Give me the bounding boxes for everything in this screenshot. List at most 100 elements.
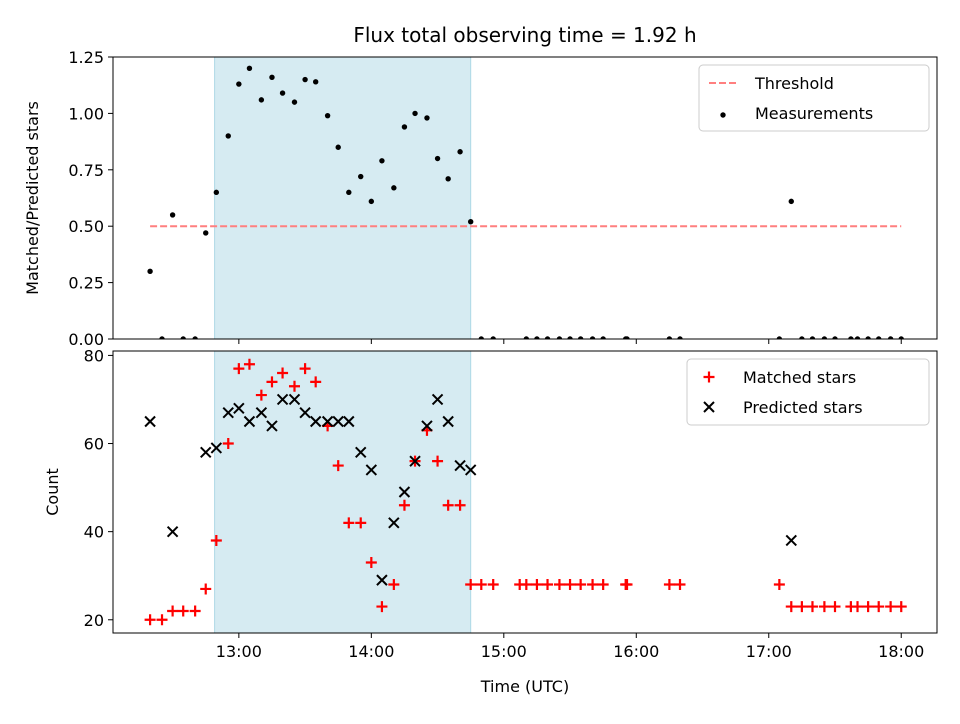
predicted-stars-point	[785, 534, 797, 547]
predicted-stars-point	[210, 442, 223, 454]
predicted-stars-point	[144, 415, 156, 428]
measurements-point	[848, 336, 854, 339]
matched-stars-point	[243, 358, 255, 370]
y-tick-label: 80	[84, 346, 104, 365]
y-tick-label: 60	[84, 435, 104, 454]
measurements-point	[269, 74, 275, 81]
measurements-point	[401, 124, 408, 130]
matched-stars-point	[332, 460, 344, 472]
predicted-stars-point	[421, 420, 433, 432]
measurements-point	[490, 336, 496, 339]
matched-stars-point	[266, 376, 278, 388]
measurements-point	[876, 336, 882, 339]
measurements-point	[246, 65, 253, 71]
legend-measurement-swatch	[720, 112, 726, 118]
measurements-point	[467, 218, 474, 225]
measurements-point	[799, 336, 805, 339]
matched-stars-point	[575, 579, 587, 591]
panel-1: 0.00 0.25 0.50 0.75 1.00 1.25 Matched/Predicte…	[23, 48, 938, 349]
measurements-point	[412, 110, 418, 117]
matched-stars-point	[663, 579, 675, 591]
matched-stars-point	[621, 579, 633, 591]
measurements-point	[258, 97, 265, 103]
matched-stars-point	[442, 499, 454, 511]
matched-stars-point	[564, 579, 576, 591]
matched-stars-point	[531, 579, 543, 591]
matched-stars-point	[299, 363, 311, 375]
legend-label: Threshold	[754, 74, 834, 93]
matched-stars-point	[862, 601, 874, 613]
matched-stars-point	[542, 579, 554, 591]
predicted-stars-point	[454, 459, 466, 472]
matched-stars-point	[277, 367, 289, 379]
predicted-stars-point	[431, 393, 444, 406]
legend-label: Matched stars	[743, 368, 856, 387]
y-tick-label: 1.00	[68, 104, 104, 123]
matched-stars-point	[873, 601, 885, 613]
matched-stars-point	[465, 579, 477, 591]
measurements-point	[159, 336, 165, 339]
measurements-point	[523, 336, 530, 339]
measurements-point	[624, 336, 630, 339]
measurements-point	[809, 336, 816, 339]
matched-stars-point	[597, 579, 609, 591]
matched-stars-point	[398, 499, 410, 511]
y-tick-label: 0.50	[68, 217, 104, 236]
matched-stars-point	[210, 534, 222, 546]
predicted-stars-point	[276, 393, 289, 406]
matched-stars-point	[829, 601, 841, 613]
measurements-point	[600, 336, 606, 339]
matched-stars-point	[475, 579, 487, 591]
predicted-stars-point	[388, 517, 400, 529]
measurements-point	[368, 198, 375, 205]
predicted-stars-point	[309, 415, 322, 428]
measurements-point	[589, 336, 596, 339]
matched-stars-point	[177, 605, 189, 617]
predicted-stars-point	[343, 415, 355, 428]
measurements-point	[324, 112, 331, 119]
y-tick-label: 0.75	[68, 161, 104, 180]
matched-stars-point	[432, 455, 444, 467]
predicted-stars-point	[376, 574, 388, 586]
measurements-point	[457, 149, 463, 155]
measurements-point	[788, 198, 794, 205]
measurements-point	[424, 115, 430, 121]
measurements-point	[534, 336, 540, 339]
plot-area	[147, 65, 904, 339]
y-tick-label: 0.00	[68, 330, 104, 349]
matched-stars-point	[785, 601, 797, 613]
measurements-point	[346, 189, 352, 196]
matched-stars-point	[895, 601, 907, 613]
matched-stars-point	[222, 438, 234, 450]
matched-stars-point	[587, 579, 599, 591]
measurements-point	[567, 336, 573, 339]
measurements-point	[279, 90, 286, 96]
predicted-stars-point	[398, 486, 411, 498]
measurements-point	[832, 336, 838, 339]
measurements-point	[434, 155, 441, 162]
predicted-stars-point	[321, 415, 334, 428]
matched-stars-point	[343, 517, 355, 529]
legend-predicted-swatch	[703, 401, 715, 413]
matched-stars-point	[852, 601, 864, 613]
predicted-stars-point	[233, 402, 245, 414]
measurements-point	[854, 336, 861, 339]
predicted-stars-point	[409, 455, 421, 467]
measurements-point	[556, 336, 563, 339]
measurements-point	[147, 268, 153, 275]
legend: Matched stars Predicted stars	[686, 358, 930, 426]
matched-stars-point	[376, 601, 388, 613]
matched-stars-point	[355, 517, 367, 529]
legend: Threshold Measurements	[698, 64, 930, 132]
axes-frame	[112, 350, 938, 634]
measurements-point	[213, 189, 220, 196]
predicted-stars-point	[255, 406, 268, 419]
matched-stars-point	[520, 579, 532, 591]
predicted-stars-point	[266, 420, 278, 432]
matched-stars-point	[796, 601, 808, 613]
predicted-stars-point	[243, 415, 256, 428]
x-tick-label: 18:00	[878, 642, 924, 661]
matched-stars-point	[553, 579, 565, 591]
matched-stars-point	[167, 605, 179, 617]
predicted-stars-point	[166, 525, 179, 538]
